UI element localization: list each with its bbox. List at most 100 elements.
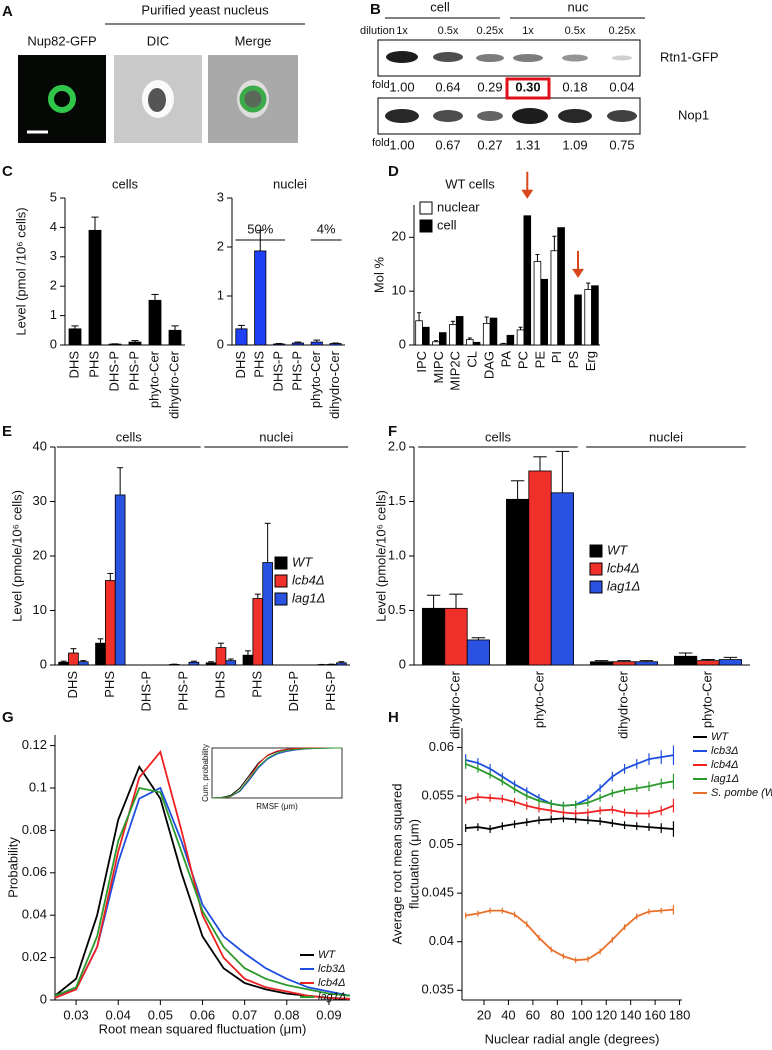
x-tick-label: PHS-P [126,351,141,391]
bar [114,494,126,666]
fold-label: fold [372,137,390,149]
y-tick-label: 10 [392,283,406,298]
x-tick-label: PHS [252,351,267,378]
bar [516,329,525,346]
highlight-box [505,77,551,100]
y-axis-label: Average root mean squared [389,784,404,945]
bar [291,342,304,346]
bar [148,299,162,346]
legend-swatch [589,562,603,576]
bar [254,250,267,346]
bar [472,341,481,346]
bar [310,341,323,346]
dilution: 0.25x [477,25,504,37]
bar [696,660,720,666]
bar [88,229,102,346]
legend-label: WT [607,542,628,557]
bar [225,660,237,666]
line [211,747,342,799]
x-tick-label: 40 [501,1007,515,1022]
bar [590,661,614,666]
bar [499,343,508,346]
group-label: nuclei [259,429,293,444]
legend-label: lag1Δ [607,578,640,593]
y-tick-label: 2 [50,278,57,293]
micrograph-merge [208,55,298,143]
bar [77,661,89,666]
y-tick-label: 1 [50,307,57,322]
legend-label: WT [711,731,729,743]
bar [438,332,447,346]
fold-value: 0.67 [435,137,460,152]
bar [612,661,636,666]
y-tick-label: 20 [392,229,406,244]
bar [557,227,565,346]
bar [95,642,106,666]
y-tick-label: 30 [33,493,47,508]
dilution-label: dilution [360,25,395,37]
legend-label: lag1Δ [318,991,346,1003]
x-tick-label: PHS-P [289,351,304,391]
x-tick-label: phyto-Cer [531,670,546,728]
x-tick-label: dihydro-Cer [447,670,462,739]
line [54,786,351,997]
bar [533,261,542,346]
x-tick-label: PHS-P [176,671,191,711]
x-tick-label: 20 [477,1007,491,1022]
group-label: cells [116,429,143,444]
x-tick-label: MIPC [431,351,446,384]
bar [540,278,548,346]
x-tick-label: PI [549,351,564,363]
y-axis-label: fluctuation (μm) [406,819,421,909]
legend-label: lag1Δ [292,590,325,605]
y-tick-label: 0 [399,656,406,671]
y-tick-label: 1.0 [388,547,406,562]
legend-label: lcb3Δ [711,745,739,757]
bar [466,639,491,666]
inset-frame [211,747,343,799]
x-axis-label: Root mean squared fluctuation (μm) [99,1021,307,1036]
bar [455,316,464,346]
y-tick-label: 0.08 [22,822,47,837]
x-tick-label: PHS-P [323,671,338,711]
bar [550,250,559,346]
line [54,750,351,1000]
y-tick-label: 4 [50,219,57,234]
y-tick-label: 0.04 [22,907,47,922]
line [54,786,351,997]
bar [58,661,69,666]
image-label: DIC [147,33,169,48]
x-tick-label: 140 [620,1007,642,1022]
x-tick-label: 100 [571,1007,593,1022]
x-tick-label: DAG [482,351,497,379]
y-tick-label: 0.045 [421,885,454,900]
x-tick-label: PC [515,351,530,369]
bar [235,328,248,346]
blot-frame [377,97,641,135]
arrow-head [572,268,585,278]
fold-value: 0.75 [609,137,634,152]
y-axis-label: Level (pmole/10⁶ cells) [9,490,24,622]
x-tick-label: DHS-P [106,351,121,391]
bar [215,647,227,666]
legend-swatch [419,219,433,233]
bar [591,285,599,346]
bar [421,607,446,666]
x-tick-label: Erg [583,351,598,371]
y-tick-label: 10 [33,602,47,617]
bar [422,326,430,346]
legend-label: lcb4Δ [292,572,325,587]
blot-frame [377,39,641,77]
y-tick-label: 0 [399,336,406,351]
chart-title: WT cells [445,176,495,191]
bar [68,652,79,666]
y-tick-label: 0.06 [22,864,47,879]
image-label: Nup82-GFP [27,33,96,48]
x-tick-label: 80 [550,1007,564,1022]
dilution: 0.5x [565,25,586,37]
blot-name: Rtn1-GFP [660,49,719,64]
y-axis-label: Level (pmol /10⁶ cells) [13,207,28,335]
x-tick-label: 160 [644,1007,666,1022]
blot-bands [385,108,637,124]
